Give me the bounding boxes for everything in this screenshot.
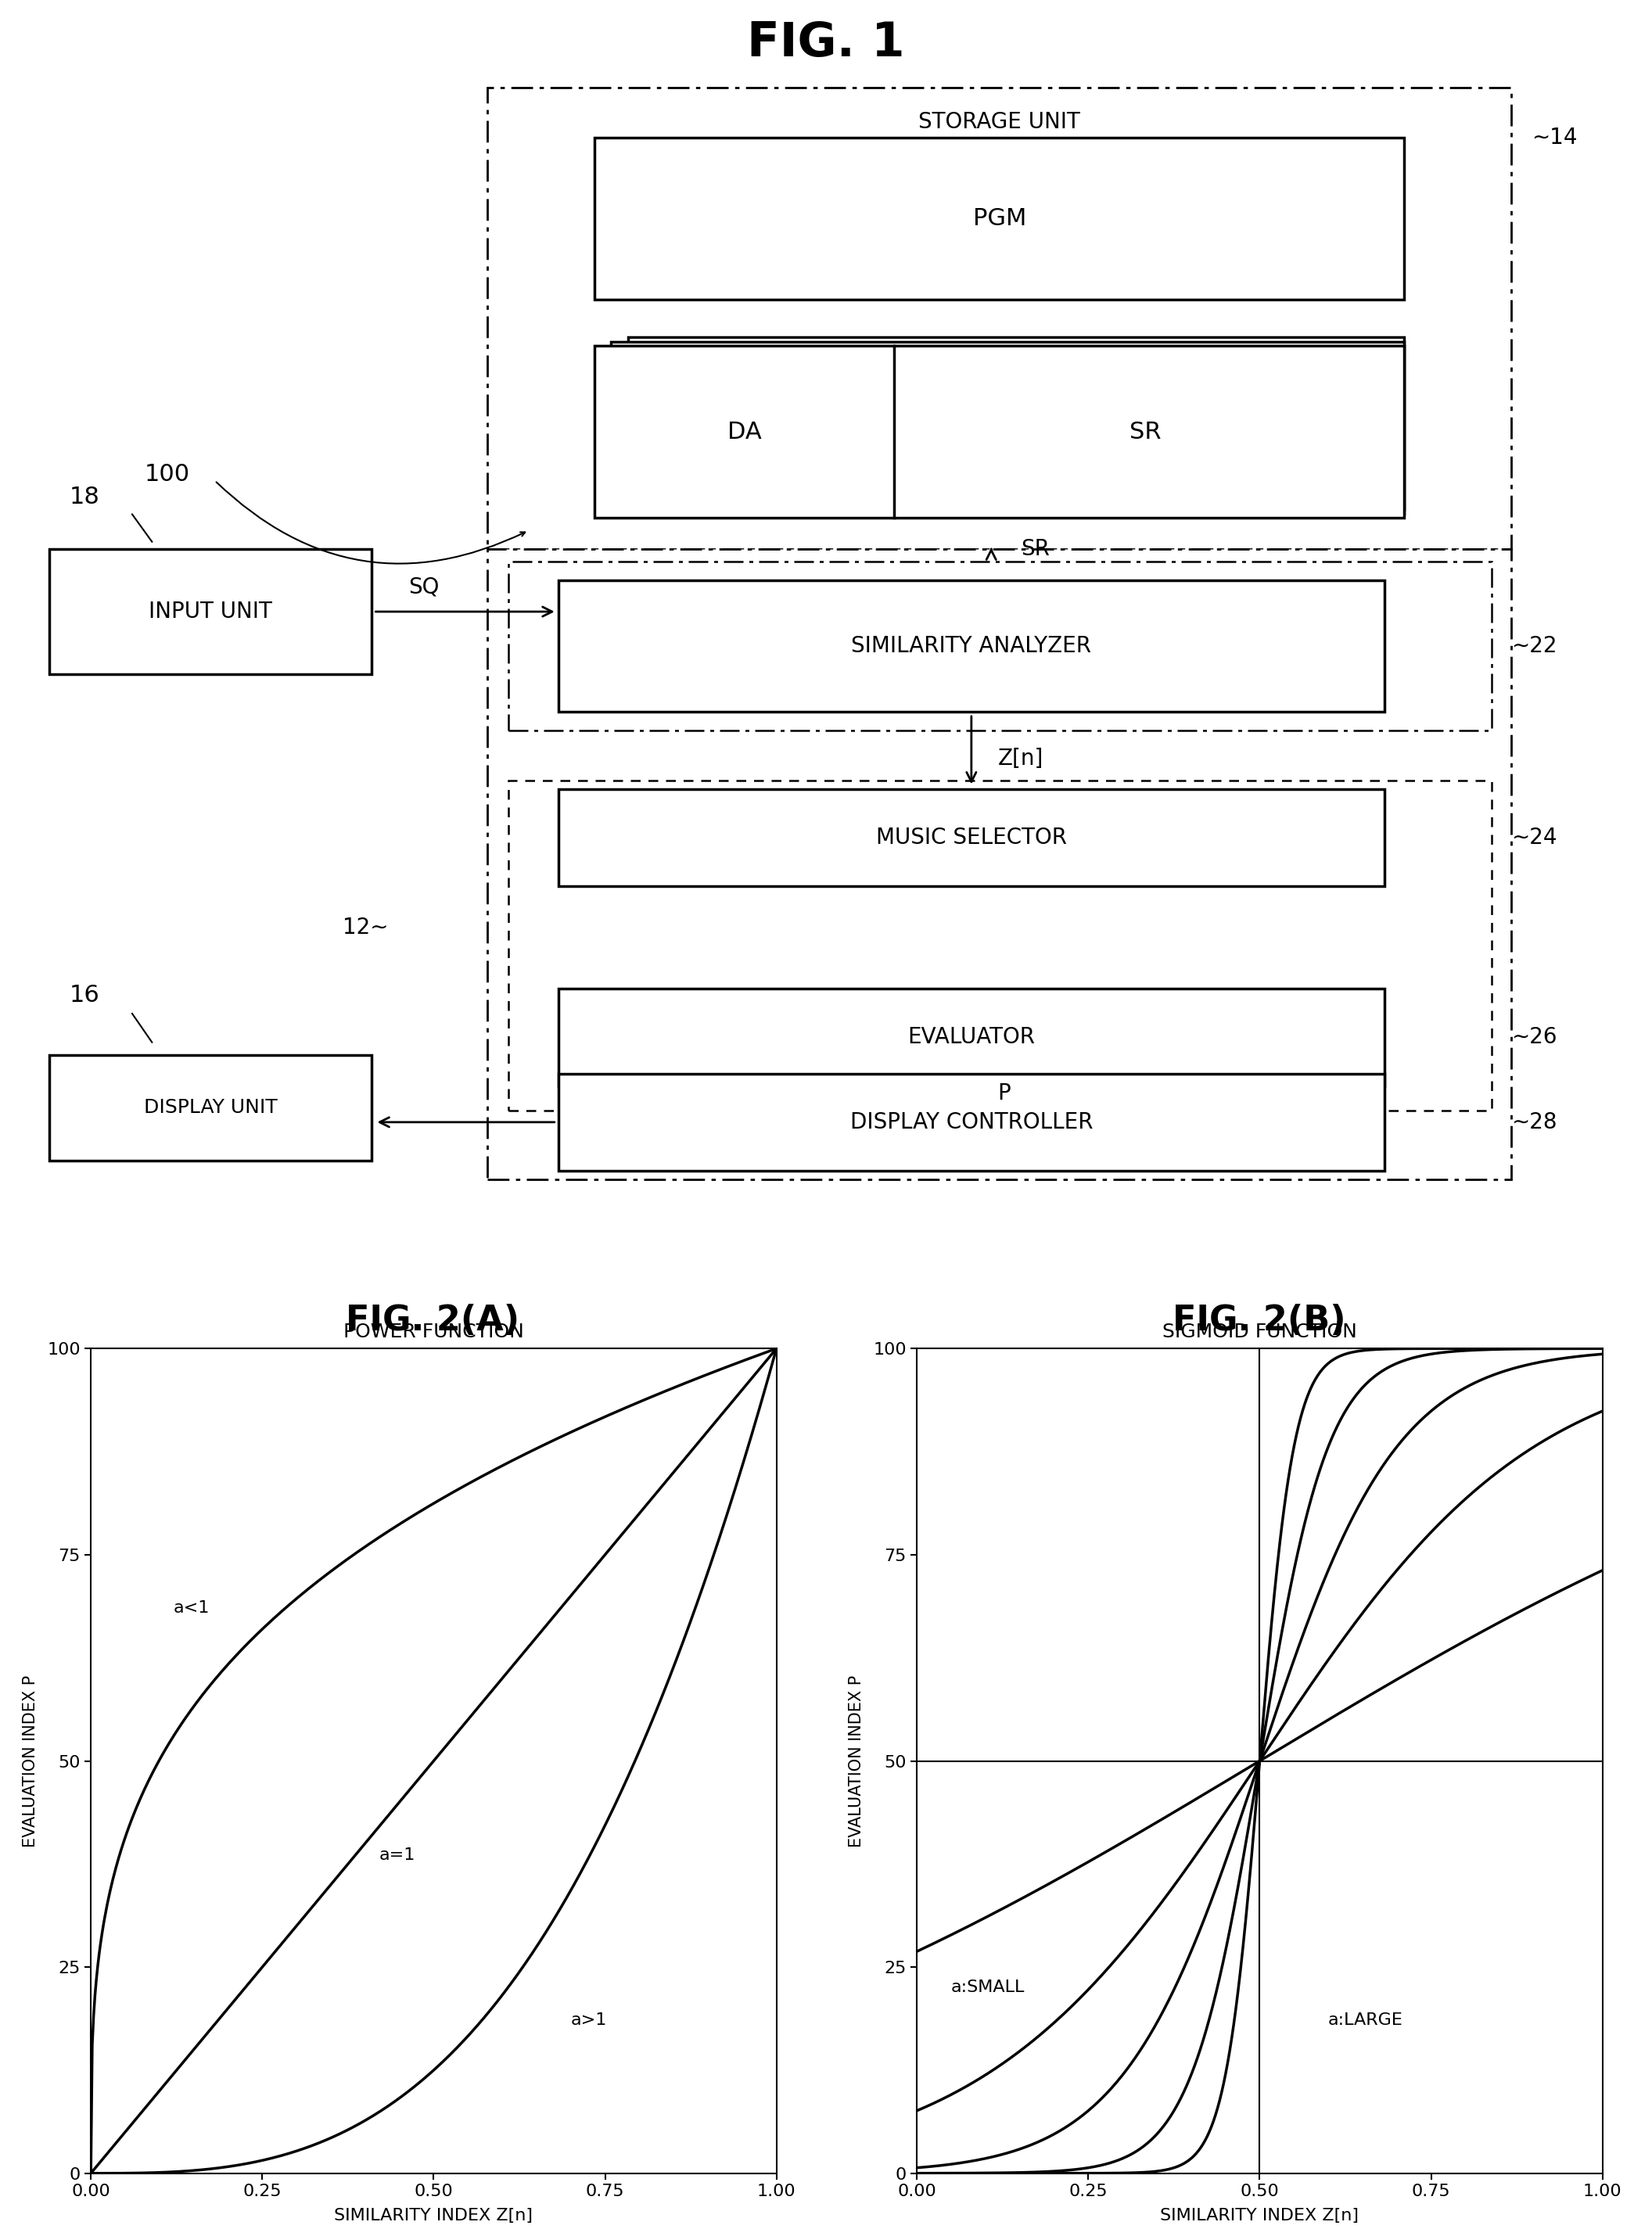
Text: FIG. 2(A): FIG. 2(A) <box>345 1304 520 1337</box>
FancyBboxPatch shape <box>558 990 1384 1086</box>
Text: PGM: PGM <box>973 207 1026 230</box>
FancyBboxPatch shape <box>595 345 1404 517</box>
Text: 18: 18 <box>69 486 99 508</box>
Text: a>1: a>1 <box>572 2013 606 2028</box>
FancyBboxPatch shape <box>628 337 1404 508</box>
Text: DA: DA <box>727 421 762 444</box>
Text: SR: SR <box>1130 421 1161 444</box>
Text: FIG. 2(B): FIG. 2(B) <box>1173 1304 1345 1337</box>
Text: INPUT UNIT: INPUT UNIT <box>149 600 273 622</box>
Text: ∼28: ∼28 <box>1512 1112 1558 1132</box>
Text: ∼14: ∼14 <box>1531 127 1578 149</box>
Text: a:LARGE: a:LARGE <box>1328 2013 1403 2028</box>
Text: ∼22: ∼22 <box>1512 635 1558 658</box>
Text: MUSIC SELECTOR: MUSIC SELECTOR <box>876 827 1067 849</box>
FancyBboxPatch shape <box>558 789 1384 887</box>
Title: POWER FUNCTION: POWER FUNCTION <box>344 1322 524 1342</box>
X-axis label: SIMILARITY INDEX Z[n]: SIMILARITY INDEX Z[n] <box>334 2209 534 2225</box>
Text: P: P <box>998 1083 1011 1103</box>
FancyBboxPatch shape <box>558 580 1384 711</box>
FancyBboxPatch shape <box>487 548 1512 1179</box>
FancyBboxPatch shape <box>595 138 1404 299</box>
FancyBboxPatch shape <box>558 1074 1384 1170</box>
Text: 12∼: 12∼ <box>342 916 388 938</box>
FancyBboxPatch shape <box>611 341 1404 513</box>
Text: 16: 16 <box>69 983 99 1005</box>
Text: STORAGE UNIT: STORAGE UNIT <box>919 111 1080 134</box>
Text: 100: 100 <box>144 464 190 486</box>
X-axis label: SIMILARITY INDEX Z[n]: SIMILARITY INDEX Z[n] <box>1160 2209 1360 2225</box>
Text: SIMILARITY ANALYZER: SIMILARITY ANALYZER <box>851 635 1092 658</box>
Y-axis label: EVALUATION INDEX P: EVALUATION INDEX P <box>23 1674 38 1848</box>
Text: ∼24: ∼24 <box>1512 827 1558 849</box>
FancyBboxPatch shape <box>50 1054 372 1161</box>
Text: SR: SR <box>1021 537 1049 559</box>
Text: Z[n]: Z[n] <box>998 749 1044 769</box>
Text: a=1: a=1 <box>378 1848 415 1863</box>
Text: DISPLAY CONTROLLER: DISPLAY CONTROLLER <box>849 1112 1094 1132</box>
Text: EVALUATOR: EVALUATOR <box>907 1025 1036 1048</box>
FancyBboxPatch shape <box>487 87 1512 548</box>
Text: a:SMALL: a:SMALL <box>952 1979 1024 1995</box>
Text: DISPLAY UNIT: DISPLAY UNIT <box>144 1099 278 1117</box>
Text: SQ: SQ <box>408 575 439 597</box>
Title: SIGMOID FUNCTION: SIGMOID FUNCTION <box>1163 1322 1356 1342</box>
Y-axis label: EVALUATION INDEX P: EVALUATION INDEX P <box>849 1674 864 1848</box>
Text: ∼26: ∼26 <box>1512 1025 1558 1048</box>
Text: a<1: a<1 <box>173 1600 210 1616</box>
Text: FIG. 1: FIG. 1 <box>747 20 905 67</box>
FancyBboxPatch shape <box>50 548 372 673</box>
